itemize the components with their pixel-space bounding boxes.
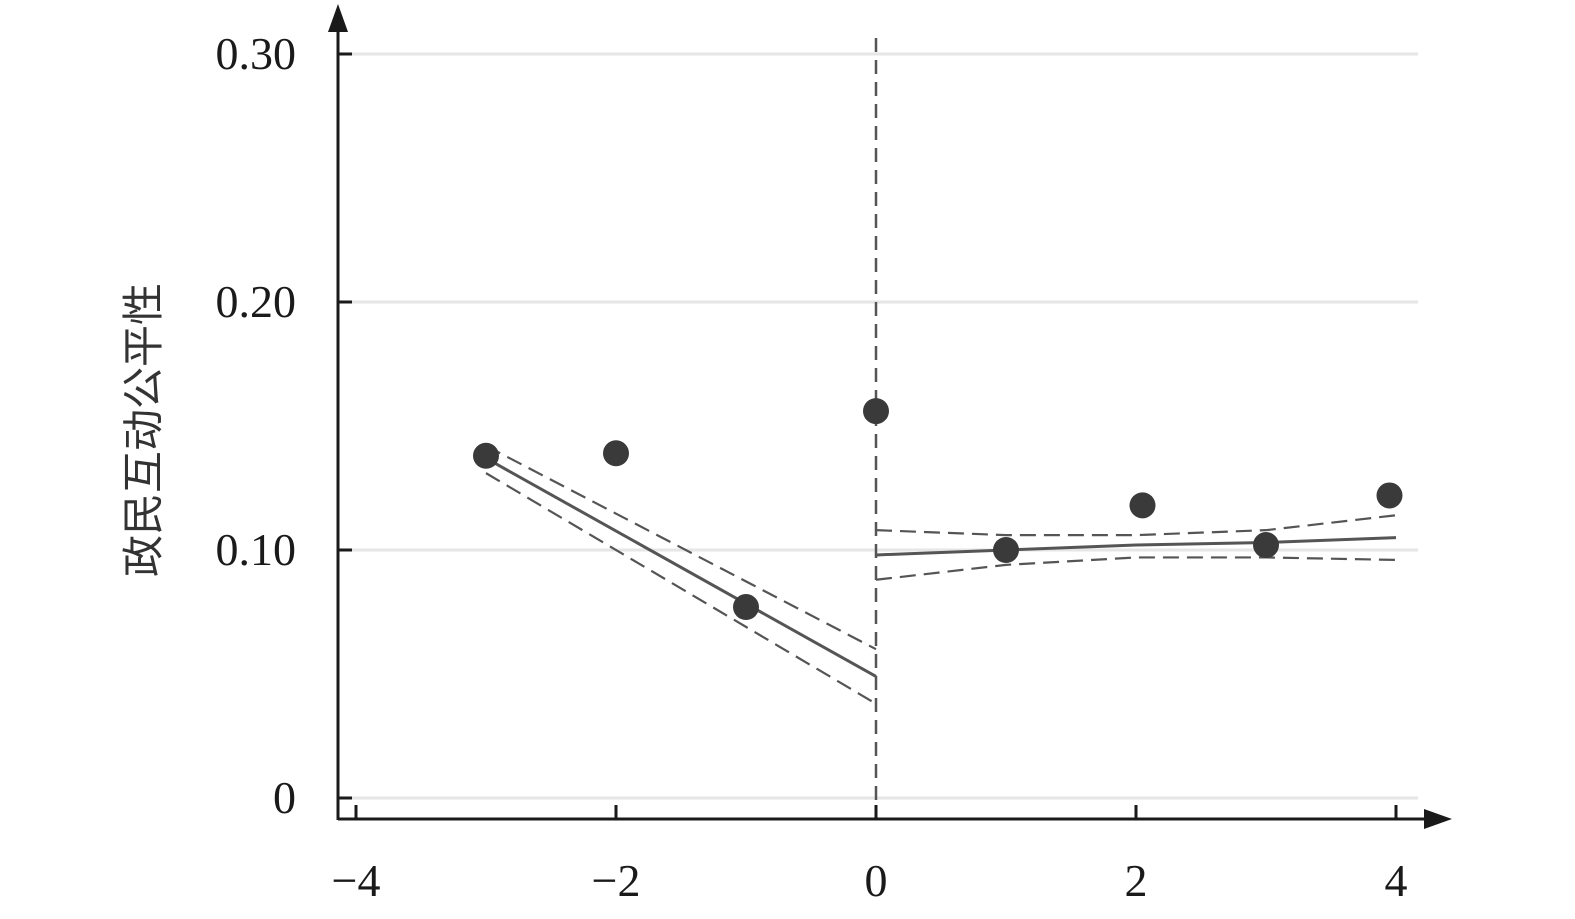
y-axis-arrow	[328, 4, 348, 32]
data-point-3	[863, 398, 889, 425]
data-point-0	[473, 442, 499, 469]
y-tick-label-0: 0	[273, 772, 296, 823]
ci-lower-left	[485, 472, 877, 705]
data-points	[473, 398, 1403, 621]
x-tick-label-1: −2	[592, 855, 641, 906]
ci-upper-right	[875, 514, 1397, 537]
fit-line-left	[485, 456, 877, 678]
x-tick-label-2: 0	[865, 855, 888, 906]
data-point-5	[1129, 492, 1156, 519]
fit-lines	[485, 444, 1397, 705]
axes	[328, 4, 1452, 829]
x-tick-label-4: 4	[1385, 855, 1408, 906]
y-tick-label-3: 0.30	[216, 28, 297, 79]
tick-labels: 0 0.10 0.20 0.30 −4 −2 0 2 4	[216, 28, 1408, 906]
data-point-1	[603, 440, 629, 467]
y-axis-title: 政民互动公平性	[119, 283, 168, 577]
x-tick-label-3: 2	[1125, 855, 1148, 906]
y-tick-label-1: 0.10	[216, 524, 297, 575]
data-point-6	[1253, 532, 1279, 559]
ci-upper-left	[485, 444, 877, 651]
fit-line-right	[875, 536, 1397, 557]
x-axis-arrow	[1424, 809, 1452, 829]
data-point-2	[733, 594, 759, 621]
gridlines	[340, 52, 1418, 800]
x-tick-label-0: −4	[332, 855, 381, 906]
data-point-4	[993, 537, 1019, 563]
data-point-7	[1376, 482, 1403, 509]
y-tick-label-2: 0.20	[216, 276, 297, 327]
ci-lower-right	[875, 556, 1397, 581]
